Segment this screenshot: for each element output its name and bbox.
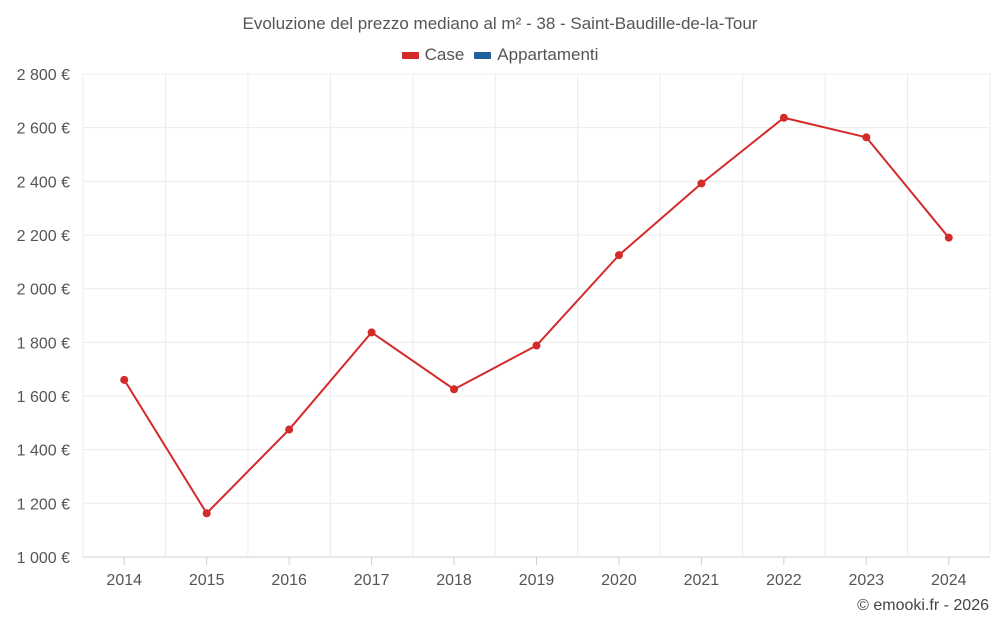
data-point <box>944 233 953 242</box>
y-tick-label: 1 400 € <box>17 443 70 460</box>
y-tick-label: 1 800 € <box>17 335 70 352</box>
y-tick-label: 2 600 € <box>17 121 70 138</box>
y-tick-label: 2 400 € <box>17 174 70 191</box>
data-point <box>697 179 706 188</box>
y-tick-label: 2 800 € <box>17 67 70 84</box>
x-tick-label: 2018 <box>436 572 472 589</box>
x-tick-label: 2020 <box>601 572 637 589</box>
legend-item-appartamenti[interactable]: Appartamenti <box>474 45 598 65</box>
y-tick-label: 1 600 € <box>17 389 70 406</box>
data-point <box>120 375 129 384</box>
x-tick-label: 2019 <box>519 572 555 589</box>
data-point <box>202 509 211 518</box>
x-tick-label: 2015 <box>189 572 225 589</box>
legend-label-case: Case <box>424 45 465 64</box>
legend-swatch-case <box>401 51 419 59</box>
data-point <box>862 133 871 142</box>
x-tick-label: 2023 <box>849 572 885 589</box>
chart-title: Evoluzione del prezzo mediano al m² - 38… <box>242 14 758 33</box>
legend-swatch-appartamenti <box>474 51 492 59</box>
legend-item-case[interactable]: Case <box>401 45 465 65</box>
chart-legend: Case Appartamenti <box>0 45 1000 65</box>
y-tick-label: 1 000 € <box>17 550 70 567</box>
data-point <box>779 113 788 122</box>
x-tick-label: 2014 <box>106 572 142 589</box>
x-tick-label: 2017 <box>354 572 390 589</box>
x-tick-label: 2022 <box>766 572 802 589</box>
y-tick-label: 1 200 € <box>17 496 70 513</box>
data-point <box>367 328 376 337</box>
y-tick-label: 2 200 € <box>17 228 70 245</box>
x-tick-label: 2024 <box>931 572 967 589</box>
legend-label-appartamenti: Appartamenti <box>497 45 599 64</box>
data-point <box>532 341 541 350</box>
x-tick-label: 2021 <box>684 572 720 589</box>
data-point <box>285 425 294 434</box>
y-tick-label: 2 000 € <box>17 282 70 299</box>
data-point <box>614 251 623 260</box>
credit-text: © emooki.fr - 2026 <box>857 597 989 614</box>
data-point <box>450 385 459 394</box>
x-tick-label: 2016 <box>271 572 307 589</box>
